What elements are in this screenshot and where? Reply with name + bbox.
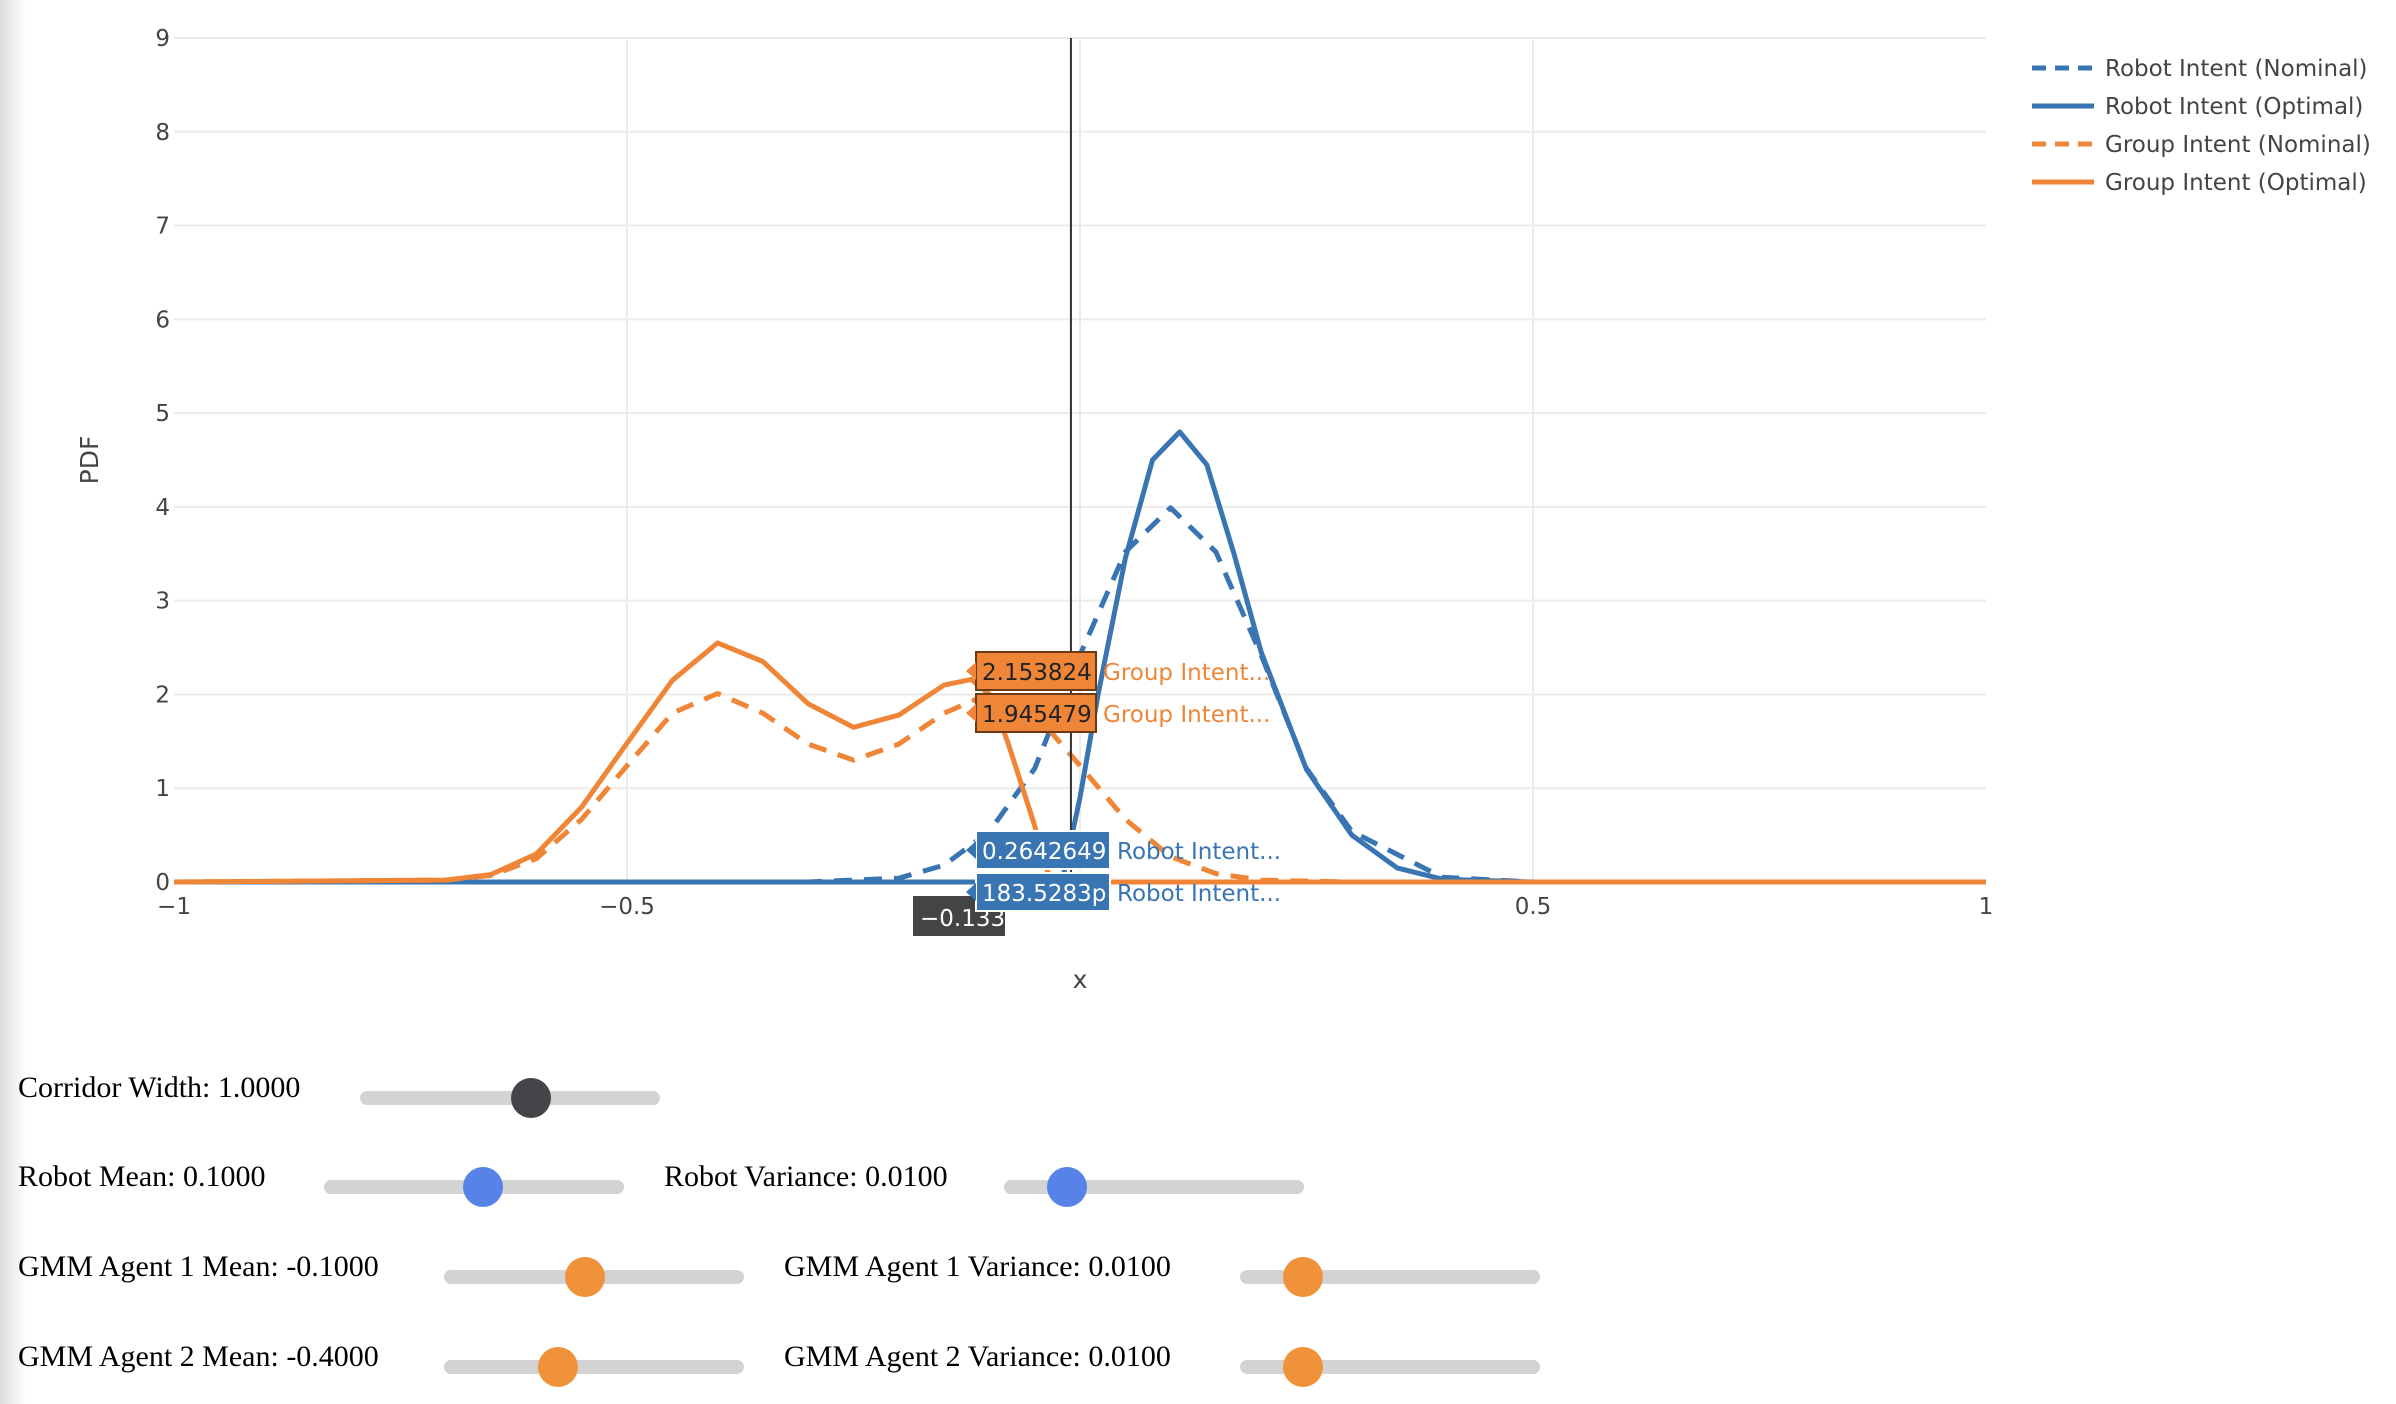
x-tick-label: −0.5 (599, 894, 655, 920)
y-tick-label: 8 (155, 120, 170, 146)
y-tick-label: 4 (155, 495, 170, 521)
y-tick-label: 2 (155, 682, 170, 708)
slider-thumb[interactable] (511, 1078, 551, 1118)
hover-tooltip-pointer (966, 841, 976, 859)
slider-thumb[interactable] (538, 1347, 578, 1387)
y-tick-label: 9 (155, 26, 170, 52)
control-group: Corridor Width: 1.0000 (18, 1069, 660, 1119)
hover-tooltip: 1.945479 Group Intent... (966, 693, 1270, 733)
control-group: GMM Agent 2 Variance: 0.0100 (784, 1338, 1540, 1388)
slider-label: GMM Agent 1 Variance: 0.0100 (784, 1250, 1171, 1283)
control-group: GMM Agent 2 Mean: -0.4000 (18, 1338, 744, 1388)
slider[interactable] (1240, 1257, 1540, 1297)
hover-tooltip-box (975, 651, 1097, 691)
slider-thumb[interactable] (565, 1257, 605, 1297)
x-tick-label: −1 (157, 894, 191, 920)
control-group: Robot Variance: 0.0100 (664, 1158, 1304, 1208)
slider[interactable] (444, 1257, 744, 1297)
y-tick-label: 6 (155, 307, 170, 333)
slider[interactable] (444, 1347, 744, 1387)
control-group: GMM Agent 1 Variance: 0.0100 (784, 1248, 1540, 1298)
hover-tooltip-name: Group Intent... (1103, 660, 1270, 686)
hover-tooltip-value: 183.5283p (982, 881, 1106, 907)
x-axis-title: x (1073, 965, 1088, 994)
series-line-group-intent-nominal (173, 691, 1986, 885)
slider[interactable] (1240, 1347, 1540, 1387)
legend-label: Robot Intent (Nominal) (2105, 56, 2368, 82)
hover-tooltip: 0.2642649 Robot Intent... (966, 830, 1281, 870)
gridlines (174, 37, 1986, 882)
slider-label: GMM Agent 2 Variance: 0.0100 (784, 1340, 1171, 1373)
legend-label: Robot Intent (Optimal) (2105, 94, 2363, 120)
slider[interactable] (1004, 1167, 1304, 1207)
y-axis-title: PDF (75, 436, 104, 485)
y-tick-label: 1 (155, 776, 170, 802)
y-tick-label: 3 (155, 589, 170, 615)
slider-track[interactable] (444, 1360, 744, 1374)
slider-label: Robot Variance: 0.0100 (664, 1160, 948, 1193)
legend-item[interactable]: Group Intent (Optimal) (2032, 170, 2367, 196)
hover-tooltip-value: 2.153824 (982, 660, 1092, 686)
x-tick-label: 1 (1979, 894, 1994, 920)
hover-tooltip-pointer (966, 883, 976, 901)
y-tick-label: 5 (155, 401, 170, 427)
slider-label: GMM Agent 1 Mean: -0.1000 (18, 1250, 379, 1283)
hover-tooltip-box (975, 872, 1111, 912)
hover-tooltip-pointer (966, 662, 976, 680)
legend-item[interactable]: Robot Intent (Nominal) (2032, 56, 2368, 82)
slider-label: GMM Agent 2 Mean: -0.4000 (18, 1340, 379, 1373)
legend-item[interactable]: Robot Intent (Optimal) (2032, 94, 2363, 120)
series-line-group-intent-optimal (173, 640, 1986, 885)
slider-track[interactable] (360, 1091, 660, 1105)
legend-item[interactable]: Group Intent (Nominal) (2032, 132, 2371, 158)
hover-tooltip-box (975, 830, 1111, 870)
hover-tooltip: 183.5283p Robot Intent... (966, 872, 1281, 912)
slider-thumb[interactable] (1283, 1257, 1323, 1297)
hover-tooltip-name: Robot Intent... (1117, 881, 1281, 907)
slider-thumb[interactable] (1283, 1347, 1323, 1387)
hover-tooltip-value: 0.2642649 (982, 839, 1106, 865)
page-edge-shadow (0, 0, 26, 1404)
slider-label: Robot Mean: 0.1000 (18, 1160, 266, 1193)
slider[interactable] (360, 1078, 660, 1118)
hover-tooltip-value: 1.945479 (982, 702, 1092, 728)
slider[interactable] (324, 1167, 624, 1207)
y-tick-label: 0 (155, 870, 170, 896)
legend: Robot Intent (Nominal) Robot Intent (Opti… (2032, 56, 2371, 196)
legend-label: Group Intent (Optimal) (2105, 170, 2367, 196)
legend-label: Group Intent (Nominal) (2105, 132, 2371, 158)
hover-tooltip-name: Group Intent... (1103, 702, 1270, 728)
slider-thumb[interactable] (1047, 1167, 1087, 1207)
hover-tooltip-name: Robot Intent... (1117, 839, 1281, 865)
slider-label: Corridor Width: 1.0000 (18, 1071, 301, 1104)
control-group: GMM Agent 1 Mean: -0.1000 (18, 1248, 744, 1298)
slider-thumb[interactable] (463, 1167, 503, 1207)
x-tick-label: 0.5 (1515, 894, 1552, 920)
hover-tooltip-box (975, 693, 1097, 733)
y-tick-label: 7 (155, 214, 170, 240)
control-group: Robot Mean: 0.1000 (18, 1158, 624, 1208)
hover-tooltip: 2.153824 Group Intent... (966, 651, 1270, 691)
hover-tooltip-pointer (966, 704, 976, 722)
